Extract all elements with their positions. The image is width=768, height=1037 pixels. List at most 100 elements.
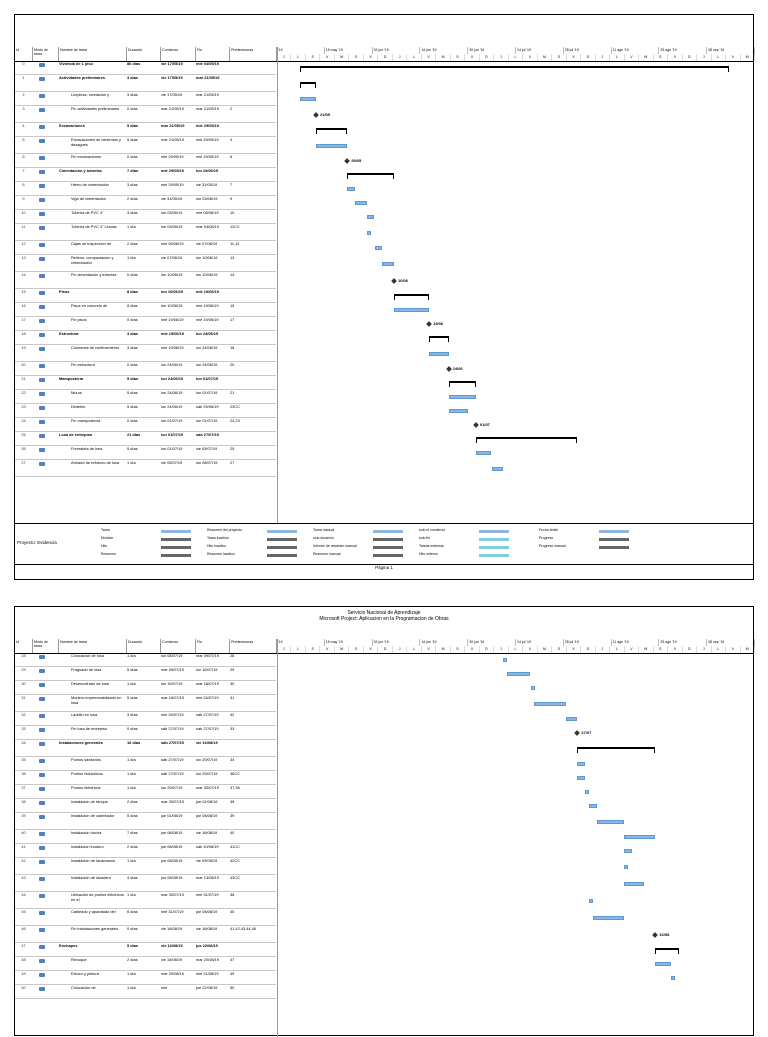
- timeline-day-label: J: [697, 54, 712, 61]
- task-start: jue 08/08/19: [161, 859, 183, 863]
- legend-swatch: [599, 530, 629, 533]
- timeline-header: '19 19 may '19 02 jun '19 16 jun '19 30 jun …: [277, 47, 755, 61]
- table-row: 18 Estructura 3 días mié 19/06/19 lun 24/06/…: [15, 331, 276, 345]
- task-mode-cell: [33, 845, 57, 852]
- task-duration: 5 días: [127, 944, 139, 948]
- milestone-label: 21/05: [320, 111, 331, 117]
- task-mode-cell: [33, 419, 57, 426]
- timeline-week-label: 30 jun '19: [468, 47, 516, 54]
- task-mode-cell: [33, 405, 57, 412]
- task-name: Cimentación y tuberias: [59, 169, 102, 173]
- task-start: jue 01/08/19: [161, 814, 183, 818]
- task-bar: [624, 881, 644, 886]
- timeline-day-label: V: [320, 646, 335, 653]
- task-end: lun 10/06/19: [196, 256, 218, 260]
- table-row: 50 Colocación de 1 día mié jue 22/08/19 50: [15, 985, 276, 999]
- timeline-day-label: L: [291, 646, 306, 653]
- timeline-day-label: V: [625, 54, 640, 61]
- task-mode-cell: [33, 696, 57, 703]
- task-start: lun 01/07/19: [161, 433, 184, 437]
- timeline-day-label: L: [712, 54, 727, 61]
- task-id: 24: [21, 419, 26, 423]
- timeline-week-label: 08 sep '19: [707, 639, 755, 646]
- task-id: 4: [22, 124, 25, 128]
- timeline-day-label: S: [451, 54, 466, 61]
- col-end: Fin: [196, 47, 230, 61]
- task-mode-icon: [39, 669, 45, 673]
- task-mode-icon: [39, 378, 45, 382]
- legend-swatch: [373, 554, 403, 557]
- task-name: Dinteles: [71, 405, 86, 409]
- task-end: jue 08/08/19: [196, 814, 218, 818]
- task-end: jue 01/08/19: [196, 800, 218, 804]
- grid-divider: [277, 639, 278, 1037]
- task-duration: 86 días: [127, 62, 141, 66]
- task-duration: 16 días: [127, 741, 141, 745]
- task-mode-cell: [33, 713, 57, 720]
- timeline-day-label: M: [538, 646, 553, 653]
- task-mode-cell: [33, 363, 57, 370]
- task-start: lun 24/06/19: [161, 377, 184, 381]
- task-end: mar 13/08/19: [196, 876, 219, 880]
- timeline-week-label: 08 sep '19: [707, 47, 755, 54]
- col-end: Fin: [196, 639, 230, 653]
- table-row: 9 Viga de cimentación 2 días vie 31/05/19 lu…: [15, 196, 276, 210]
- table-row: 40 Instalación ducha 7 días jue 08/08/19 vie…: [15, 830, 276, 844]
- task-mode-cell: [33, 62, 57, 69]
- task-name: Hierro de cimentación: [71, 183, 109, 187]
- task-duration: 3 días: [127, 93, 138, 97]
- task-mode-icon: [39, 364, 45, 368]
- task-mode-cell: [33, 273, 57, 280]
- table-row: 30 Desencofrado de losa 1 día lun 15/07/19 m…: [15, 681, 276, 695]
- task-mode-cell: [33, 910, 57, 917]
- task-name: Ubicación de puntos eléctricos en el: [71, 893, 124, 902]
- task-predecessors: 43CC: [230, 876, 240, 880]
- task-start: mié 05/06/19: [161, 242, 184, 246]
- task-predecessors: 15: [230, 304, 235, 308]
- task-bar: [366, 230, 371, 235]
- timeline-day-label: D: [683, 54, 698, 61]
- task-mode-icon: [39, 243, 45, 247]
- table-row: 0 Vivienda de 1 piso 86 días vie 17/05/19 mi…: [15, 61, 276, 75]
- task-mode-icon: [39, 257, 45, 261]
- task-id: 28: [21, 654, 26, 658]
- task-name: Viga de cimentación: [71, 197, 106, 201]
- timeline-day-label: M: [741, 646, 755, 653]
- task-start: sáb 27/07/19: [161, 727, 184, 731]
- task-predecessors: 14: [230, 273, 235, 277]
- task-end: lun 29/07/19: [196, 772, 218, 776]
- table-row: 16 Pisos en concreto de 8 días lun 10/06/19…: [15, 303, 276, 317]
- task-id: 47: [21, 944, 26, 948]
- table-row: 19 Columnas de confinamiento 3 días mié 19/…: [15, 345, 276, 362]
- task-predecessors: 21: [230, 391, 235, 395]
- task-predecessors: 40: [230, 831, 235, 835]
- task-id: 16: [21, 304, 26, 308]
- task-duration: 1 día: [127, 256, 136, 260]
- task-start: mar 16/07/19: [161, 696, 184, 700]
- task-mode-icon: [39, 987, 45, 991]
- task-mode-icon: [39, 911, 45, 915]
- task-name: Enchapes: [59, 944, 78, 948]
- task-start: mié 29/05/19: [161, 155, 184, 159]
- task-mode-cell: [33, 318, 57, 325]
- task-id: 20: [21, 363, 26, 367]
- task-mode-icon: [39, 815, 45, 819]
- timeline-day-label: D: [683, 646, 698, 653]
- task-mode-icon: [39, 877, 45, 881]
- table-row: 14 Fin cimentación y tuberías 0 días lun 10…: [15, 272, 276, 289]
- task-mode-cell: [33, 814, 57, 821]
- task-name: Fin mampostería: [71, 419, 101, 423]
- task-start: mar 21/05/19: [161, 138, 184, 142]
- legend-swatch: [479, 554, 509, 557]
- task-mode-icon: [39, 198, 45, 202]
- task-mode-cell: [33, 986, 57, 993]
- task-predecessors: 41,42,43,44,46: [230, 927, 256, 931]
- table-row: 4 Excavaciones 5 días mar 21/05/19 mié 29/05…: [15, 123, 276, 137]
- legend-label: Resumen manual: [313, 552, 341, 556]
- task-end: lun 01/07/19: [196, 419, 218, 423]
- task-mode-cell: [33, 225, 57, 232]
- task-mode-cell: [33, 447, 57, 454]
- timeline-day-label: X: [364, 646, 379, 653]
- task-id: 39: [21, 814, 26, 818]
- task-start: mar 30/07/19: [161, 893, 184, 897]
